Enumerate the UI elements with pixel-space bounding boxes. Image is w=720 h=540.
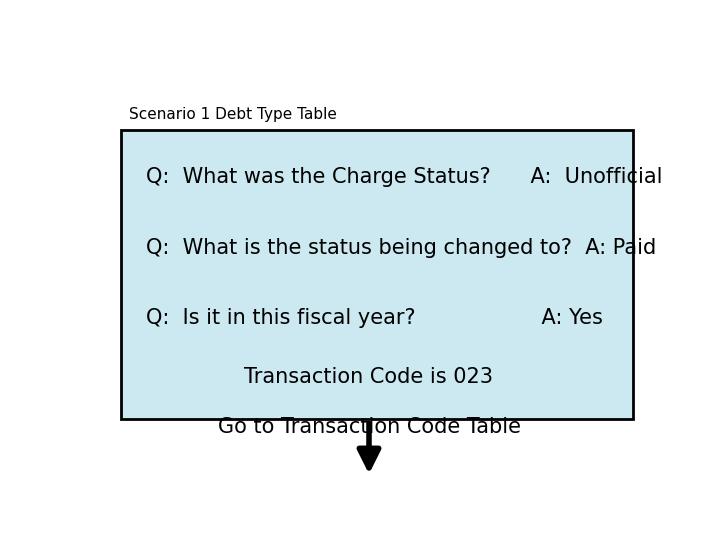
Text: Scenario 1 Debt Type Table: Scenario 1 Debt Type Table [129,107,337,123]
FancyBboxPatch shape [121,130,632,419]
Text: Q:  What was the Charge Status?      A:  Unofficial: Q: What was the Charge Status? A: Unoffi… [145,167,662,187]
Text: Go to Transaction Code Table: Go to Transaction Code Table [217,416,521,436]
Text: Q:  What is the status being changed to?  A: Paid: Q: What is the status being changed to? … [145,238,656,258]
Text: Transaction Code is 023: Transaction Code is 023 [245,367,493,387]
Text: Q:  Is it in this fiscal year?                   A: Yes: Q: Is it in this fiscal year? A: Yes [145,308,603,328]
